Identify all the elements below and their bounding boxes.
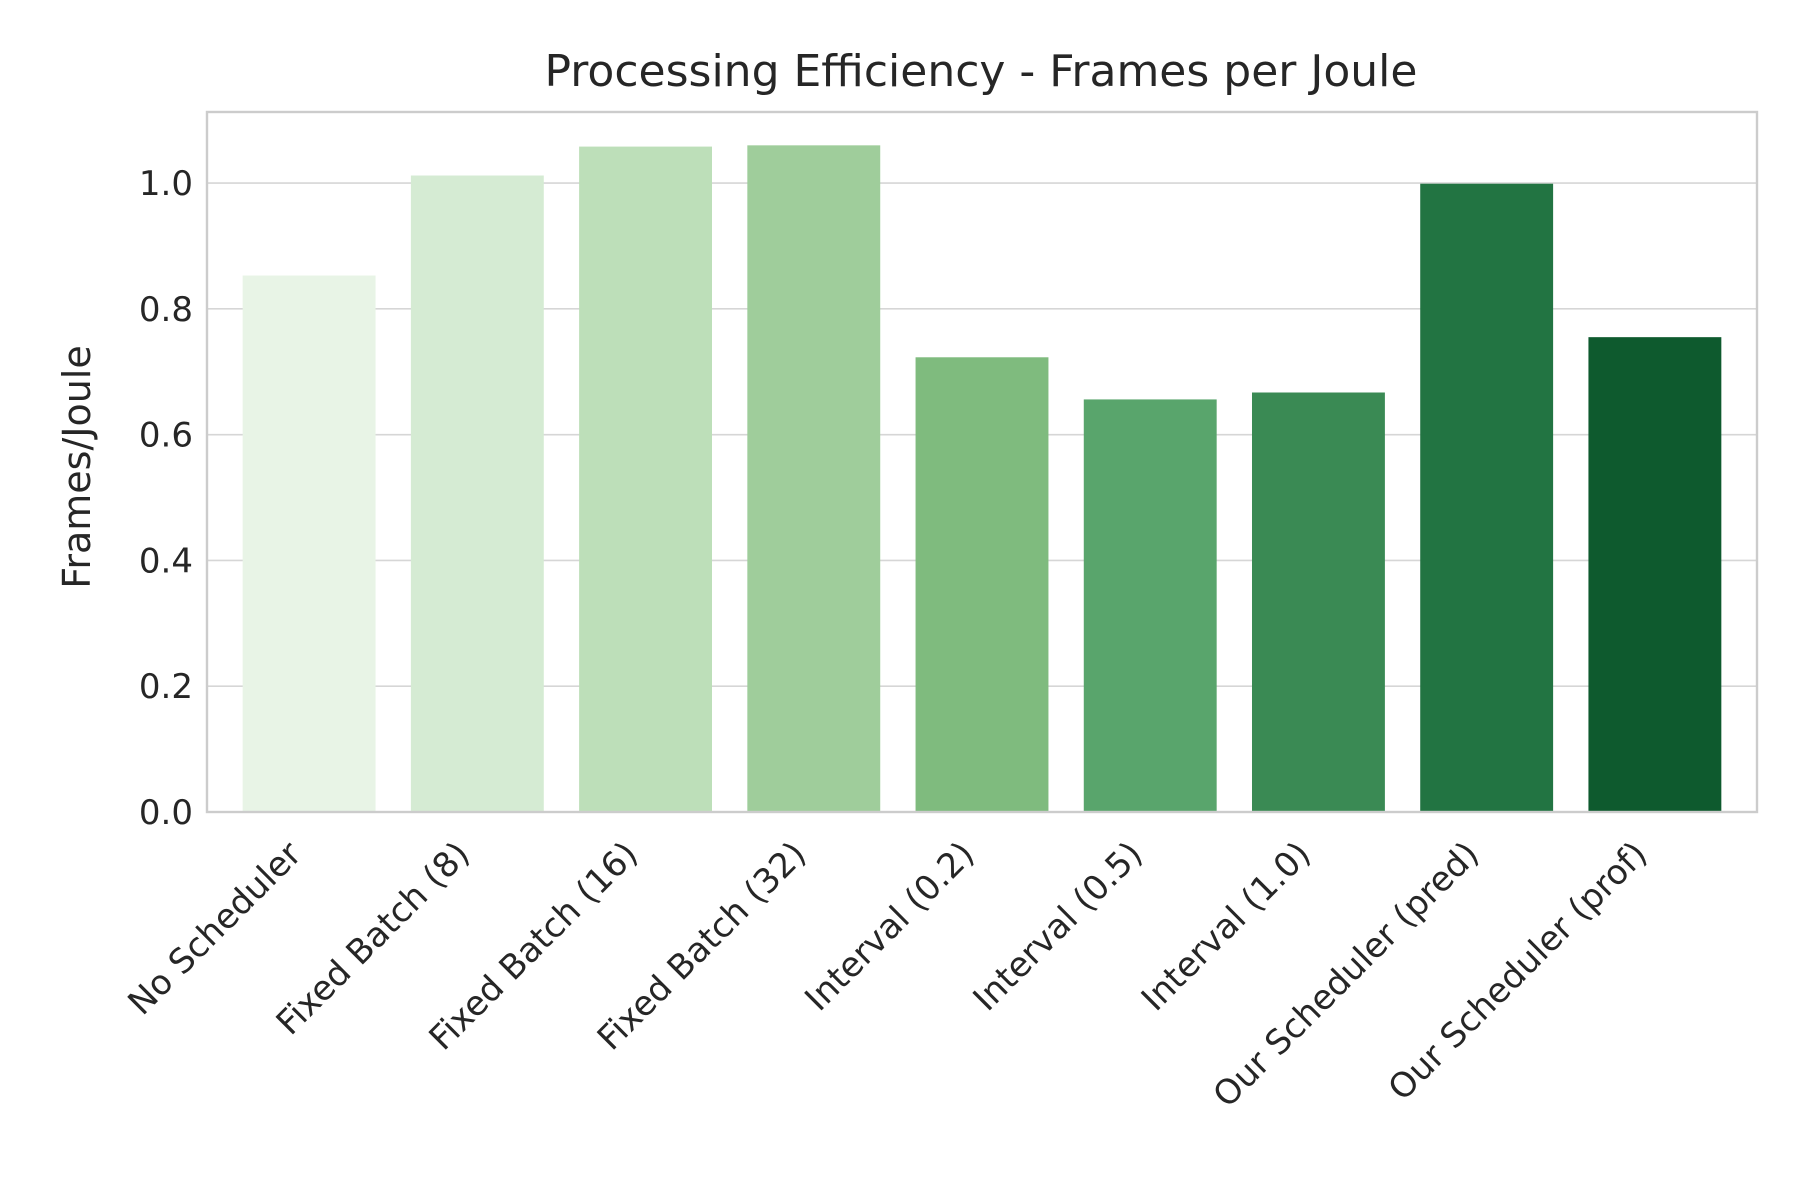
bar (579, 146, 713, 813)
x-tick-label: No Scheduler (120, 834, 309, 1023)
x-tick-label: Interval (1.0) (1134, 834, 1319, 1019)
bar (1588, 337, 1722, 812)
y-tick-label: 0.8 (139, 290, 193, 330)
y-tick-label: 0.4 (139, 541, 193, 581)
bar (242, 275, 376, 813)
x-tick-label: Interval (0.5) (966, 834, 1151, 1019)
bar (1420, 183, 1554, 812)
x-tick-label: Interval (0.2) (797, 834, 982, 1019)
bar (915, 357, 1049, 812)
y-axis-label: Frames/Joule (55, 345, 99, 588)
y-tick-label: 0.0 (139, 793, 193, 833)
bar (747, 145, 881, 813)
y-tick-label: 0.6 (139, 416, 193, 456)
y-axis-ticks: 0.0 0.2 0.4 0.6 0.8 1.0 (139, 164, 193, 833)
bar (1083, 399, 1217, 812)
bar (1251, 392, 1385, 812)
y-tick-label: 1.0 (139, 164, 193, 204)
chart-title: Processing Efficiency - Frames per Joule (545, 46, 1418, 97)
y-tick-label: 0.2 (139, 667, 193, 707)
bars (242, 145, 1722, 813)
bar (410, 175, 544, 812)
plot-frame (205, 110, 1759, 814)
